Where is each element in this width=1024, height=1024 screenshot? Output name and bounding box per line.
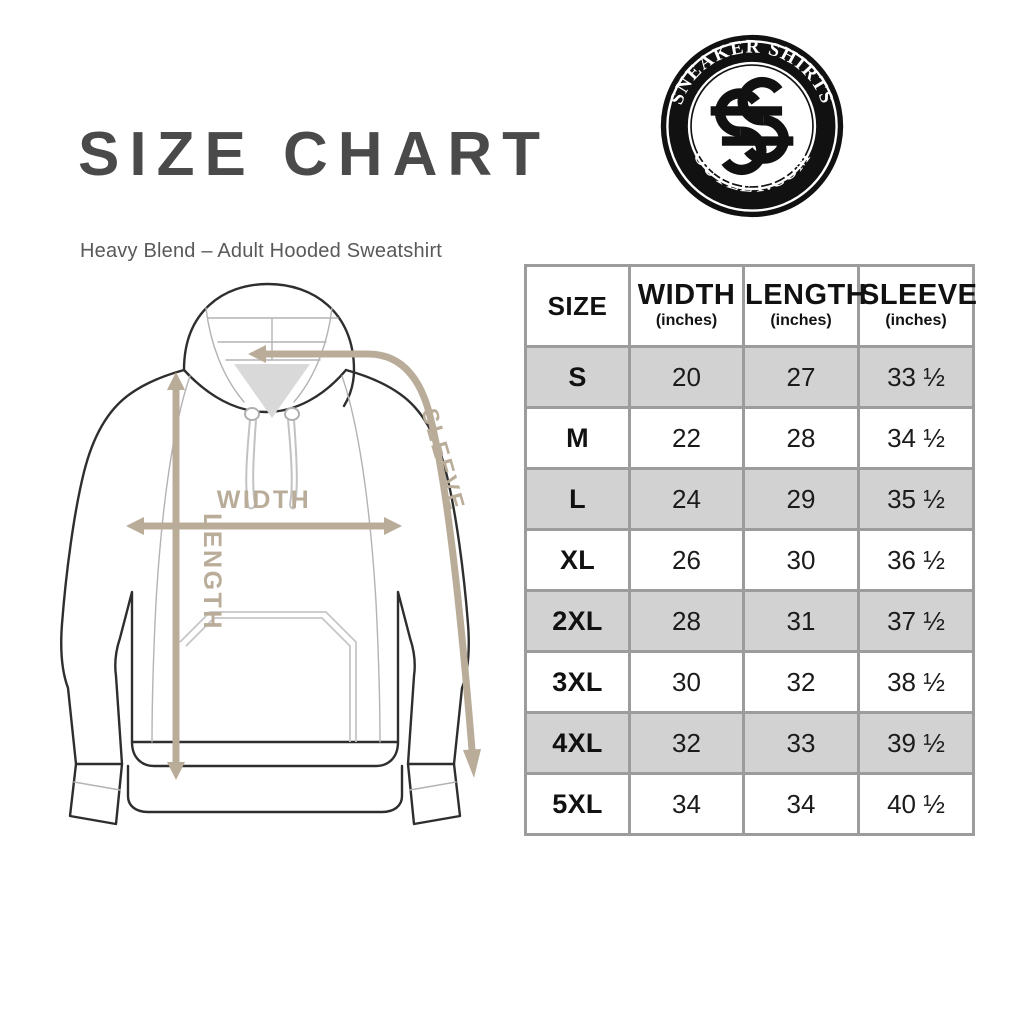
cell-sleeve: 35 ½ <box>857 467 975 531</box>
cell-sleeve: 36 ½ <box>857 528 975 592</box>
logo-hairline-inner <box>687 61 817 191</box>
cell-length: 31 <box>742 589 860 653</box>
cell-length: 29 <box>742 467 860 531</box>
table-row: 5XL 34 34 40 ½ <box>524 772 975 836</box>
cell-size: M <box>524 406 631 470</box>
size-table-body: S 20 27 33 ½ M 22 28 34 ½ L 24 29 35 ½ XL 26 30 36 ½ 2XL… <box>524 345 975 836</box>
drawstring-grommets <box>244 407 300 421</box>
width-label: WIDTH <box>217 486 311 514</box>
waistband-rib <box>126 764 404 814</box>
table-row: XL 26 30 36 ½ <box>524 528 975 592</box>
hooded-sweatshirt-diagram: WIDTH LENGTH SLEEVE <box>58 272 528 842</box>
cell-width: 28 <box>628 589 745 653</box>
cell-width: 30 <box>628 650 745 714</box>
right-cuff <box>406 762 462 826</box>
logo-hairline-outer <box>666 40 838 212</box>
kangaroo-pocket <box>179 611 357 742</box>
column-header-width: WIDTH (inches) <box>628 264 745 348</box>
table-row: L 24 29 35 ½ <box>524 467 975 531</box>
cell-sleeve: 37 ½ <box>857 589 975 653</box>
sleeve-label: SLEEVE <box>417 405 471 514</box>
table-row: 2XL 28 31 37 ½ <box>524 589 975 653</box>
cell-length: 28 <box>742 406 860 470</box>
column-header-width-label: WIDTH <box>637 279 736 312</box>
column-header-sleeve-unit: (inches) <box>885 311 947 329</box>
cell-size: L <box>524 467 631 531</box>
left-cuff <box>68 762 124 826</box>
length-measure-arrow <box>167 372 185 780</box>
body-outline <box>60 368 470 768</box>
hood-seam-right <box>293 307 333 403</box>
column-header-size: SIZE <box>524 264 631 348</box>
column-header-width-unit: (inches) <box>655 311 718 329</box>
column-header-sleeve-label: SLEEVE <box>860 279 978 312</box>
cell-size: 4XL <box>524 711 631 775</box>
cell-sleeve: 39 ½ <box>857 711 975 775</box>
cell-width: 22 <box>628 406 745 470</box>
sleeve-measure-arrow <box>248 345 481 778</box>
cell-width: 34 <box>628 772 745 836</box>
cell-length: 27 <box>742 345 860 409</box>
size-table: SIZE WIDTH (inches) LENGTH (inches) SLEE… <box>524 264 978 836</box>
cell-width: 20 <box>628 345 745 409</box>
column-header-length: LENGTH (inches) <box>742 264 868 348</box>
length-label: LENGTH <box>198 513 226 631</box>
size-table-head: SIZE WIDTH (inches) LENGTH (inches) SLEE… <box>524 264 978 348</box>
cell-length: 34 <box>742 772 860 836</box>
hood-inner-shade <box>234 364 310 418</box>
page-title: SIZE CHART <box>78 120 550 189</box>
cell-sleeve: 38 ½ <box>857 650 975 714</box>
table-row: S 20 27 33 ½ <box>524 345 975 409</box>
brand-logo: SNEAKER SHIRTS OUTLET.COM <box>658 32 846 220</box>
hood-outline <box>182 282 356 408</box>
cell-length: 30 <box>742 528 860 592</box>
hoodie-svg: WIDTH LENGTH SLEEVE <box>60 282 481 826</box>
cell-size: S <box>524 345 631 409</box>
cell-length: 32 <box>742 650 860 714</box>
cell-sleeve: 34 ½ <box>857 406 975 470</box>
cell-width: 26 <box>628 528 745 592</box>
page-subtitle: Heavy Blend – Adult Hooded Sweatshirt <box>80 240 443 262</box>
cell-size: 5XL <box>524 772 631 836</box>
column-header-length-label: LENGTH <box>745 279 868 312</box>
cell-width: 24 <box>628 467 745 531</box>
size-table-container: SIZE WIDTH (inches) LENGTH (inches) SLEE… <box>524 264 978 836</box>
cell-width: 32 <box>628 711 745 775</box>
left-cuff-seam <box>73 781 121 791</box>
cell-size: XL <box>524 528 631 592</box>
logo-ss-monogram <box>710 76 794 176</box>
table-row: M 22 28 34 ½ <box>524 406 975 470</box>
cell-size: 2XL <box>524 589 631 653</box>
right-raglan-seam <box>341 375 381 743</box>
table-row: 4XL 32 33 39 ½ <box>524 711 975 775</box>
column-header-sleeve: SLEEVE (inches) <box>857 264 978 348</box>
cell-length: 33 <box>742 711 860 775</box>
column-header-size-label: SIZE <box>547 290 608 321</box>
cell-size: 3XL <box>524 650 631 714</box>
table-row: 3XL 30 32 38 ½ <box>524 650 975 714</box>
right-cuff-seam <box>409 781 457 791</box>
column-header-length-unit: (inches) <box>770 311 832 329</box>
cell-sleeve: 40 ½ <box>857 772 975 836</box>
cell-sleeve: 33 ½ <box>857 345 975 409</box>
logo-svg: SNEAKER SHIRTS OUTLET.COM <box>660 34 844 218</box>
left-raglan-seam <box>151 375 191 743</box>
neckline <box>182 368 348 414</box>
table-header-row: SIZE WIDTH (inches) LENGTH (inches) SLEE… <box>524 264 978 348</box>
hood-seam-left <box>205 307 245 403</box>
width-measure-arrow <box>126 517 402 535</box>
drawstrings <box>245 419 298 510</box>
